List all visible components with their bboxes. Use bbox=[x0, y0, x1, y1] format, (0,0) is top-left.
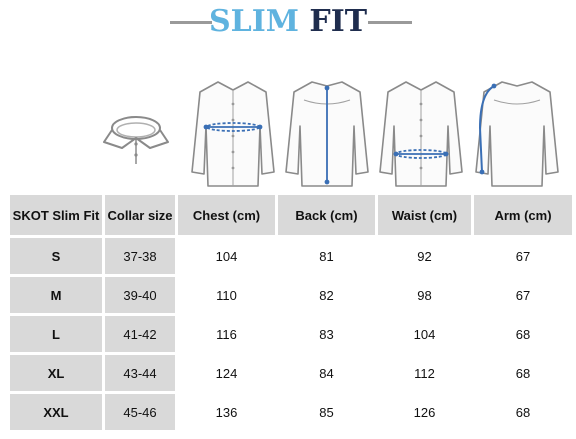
row-chest: 104 bbox=[178, 238, 275, 274]
page-title: SLIM FIT bbox=[0, 4, 576, 39]
table-row: M 39-40 110 82 98 67 bbox=[10, 277, 572, 313]
header-chest: Chest (cm) bbox=[178, 195, 275, 235]
title-fit: FIT bbox=[309, 4, 368, 39]
row-size: XXL bbox=[10, 394, 102, 430]
header-waist: Waist (cm) bbox=[378, 195, 471, 235]
row-arm: 67 bbox=[474, 277, 572, 313]
row-size: S bbox=[10, 238, 102, 274]
header-arm: Arm (cm) bbox=[474, 195, 572, 235]
row-waist: 104 bbox=[378, 316, 471, 352]
size-chart-table: SKOT Slim Fit Collar size Chest (cm) Bac… bbox=[7, 192, 575, 433]
row-size: M bbox=[10, 277, 102, 313]
row-chest: 136 bbox=[178, 394, 275, 430]
shirt-waist-icon bbox=[379, 81, 463, 187]
table-row: XL 43-44 124 84 112 68 bbox=[10, 355, 572, 391]
title-divider-right bbox=[368, 21, 412, 24]
row-back: 82 bbox=[278, 277, 375, 313]
row-collar: 45-46 bbox=[105, 394, 175, 430]
header-collar: Collar size bbox=[105, 195, 175, 235]
row-collar: 43-44 bbox=[105, 355, 175, 391]
row-waist: 112 bbox=[378, 355, 471, 391]
row-back: 83 bbox=[278, 316, 375, 352]
title-bar: SLIM FIT bbox=[0, 0, 576, 46]
title-slim: SLIM bbox=[208, 4, 299, 39]
shirt-back-icon bbox=[285, 81, 369, 187]
table-row: S 37-38 104 81 92 67 bbox=[10, 238, 572, 274]
measurement-illustrations bbox=[0, 68, 576, 192]
row-chest: 116 bbox=[178, 316, 275, 352]
title-divider-left bbox=[170, 21, 212, 24]
shirt-arm-icon bbox=[475, 81, 559, 187]
row-arm: 67 bbox=[474, 238, 572, 274]
row-chest: 124 bbox=[178, 355, 275, 391]
collar-icon bbox=[103, 116, 169, 164]
row-back: 85 bbox=[278, 394, 375, 430]
row-arm: 68 bbox=[474, 316, 572, 352]
table-header-row: SKOT Slim Fit Collar size Chest (cm) Bac… bbox=[10, 195, 572, 235]
row-collar: 37-38 bbox=[105, 238, 175, 274]
table-row: L 41-42 116 83 104 68 bbox=[10, 316, 572, 352]
row-waist: 126 bbox=[378, 394, 471, 430]
row-size: XL bbox=[10, 355, 102, 391]
header-size: SKOT Slim Fit bbox=[10, 195, 102, 235]
row-arm: 68 bbox=[474, 394, 572, 430]
table-row: XXL 45-46 136 85 126 68 bbox=[10, 394, 572, 430]
row-waist: 92 bbox=[378, 238, 471, 274]
header-back: Back (cm) bbox=[278, 195, 375, 235]
row-waist: 98 bbox=[378, 277, 471, 313]
row-arm: 68 bbox=[474, 355, 572, 391]
row-collar: 41-42 bbox=[105, 316, 175, 352]
row-back: 84 bbox=[278, 355, 375, 391]
shirt-chest-icon bbox=[191, 81, 275, 187]
row-chest: 110 bbox=[178, 277, 275, 313]
row-back: 81 bbox=[278, 238, 375, 274]
row-size: L bbox=[10, 316, 102, 352]
row-collar: 39-40 bbox=[105, 277, 175, 313]
